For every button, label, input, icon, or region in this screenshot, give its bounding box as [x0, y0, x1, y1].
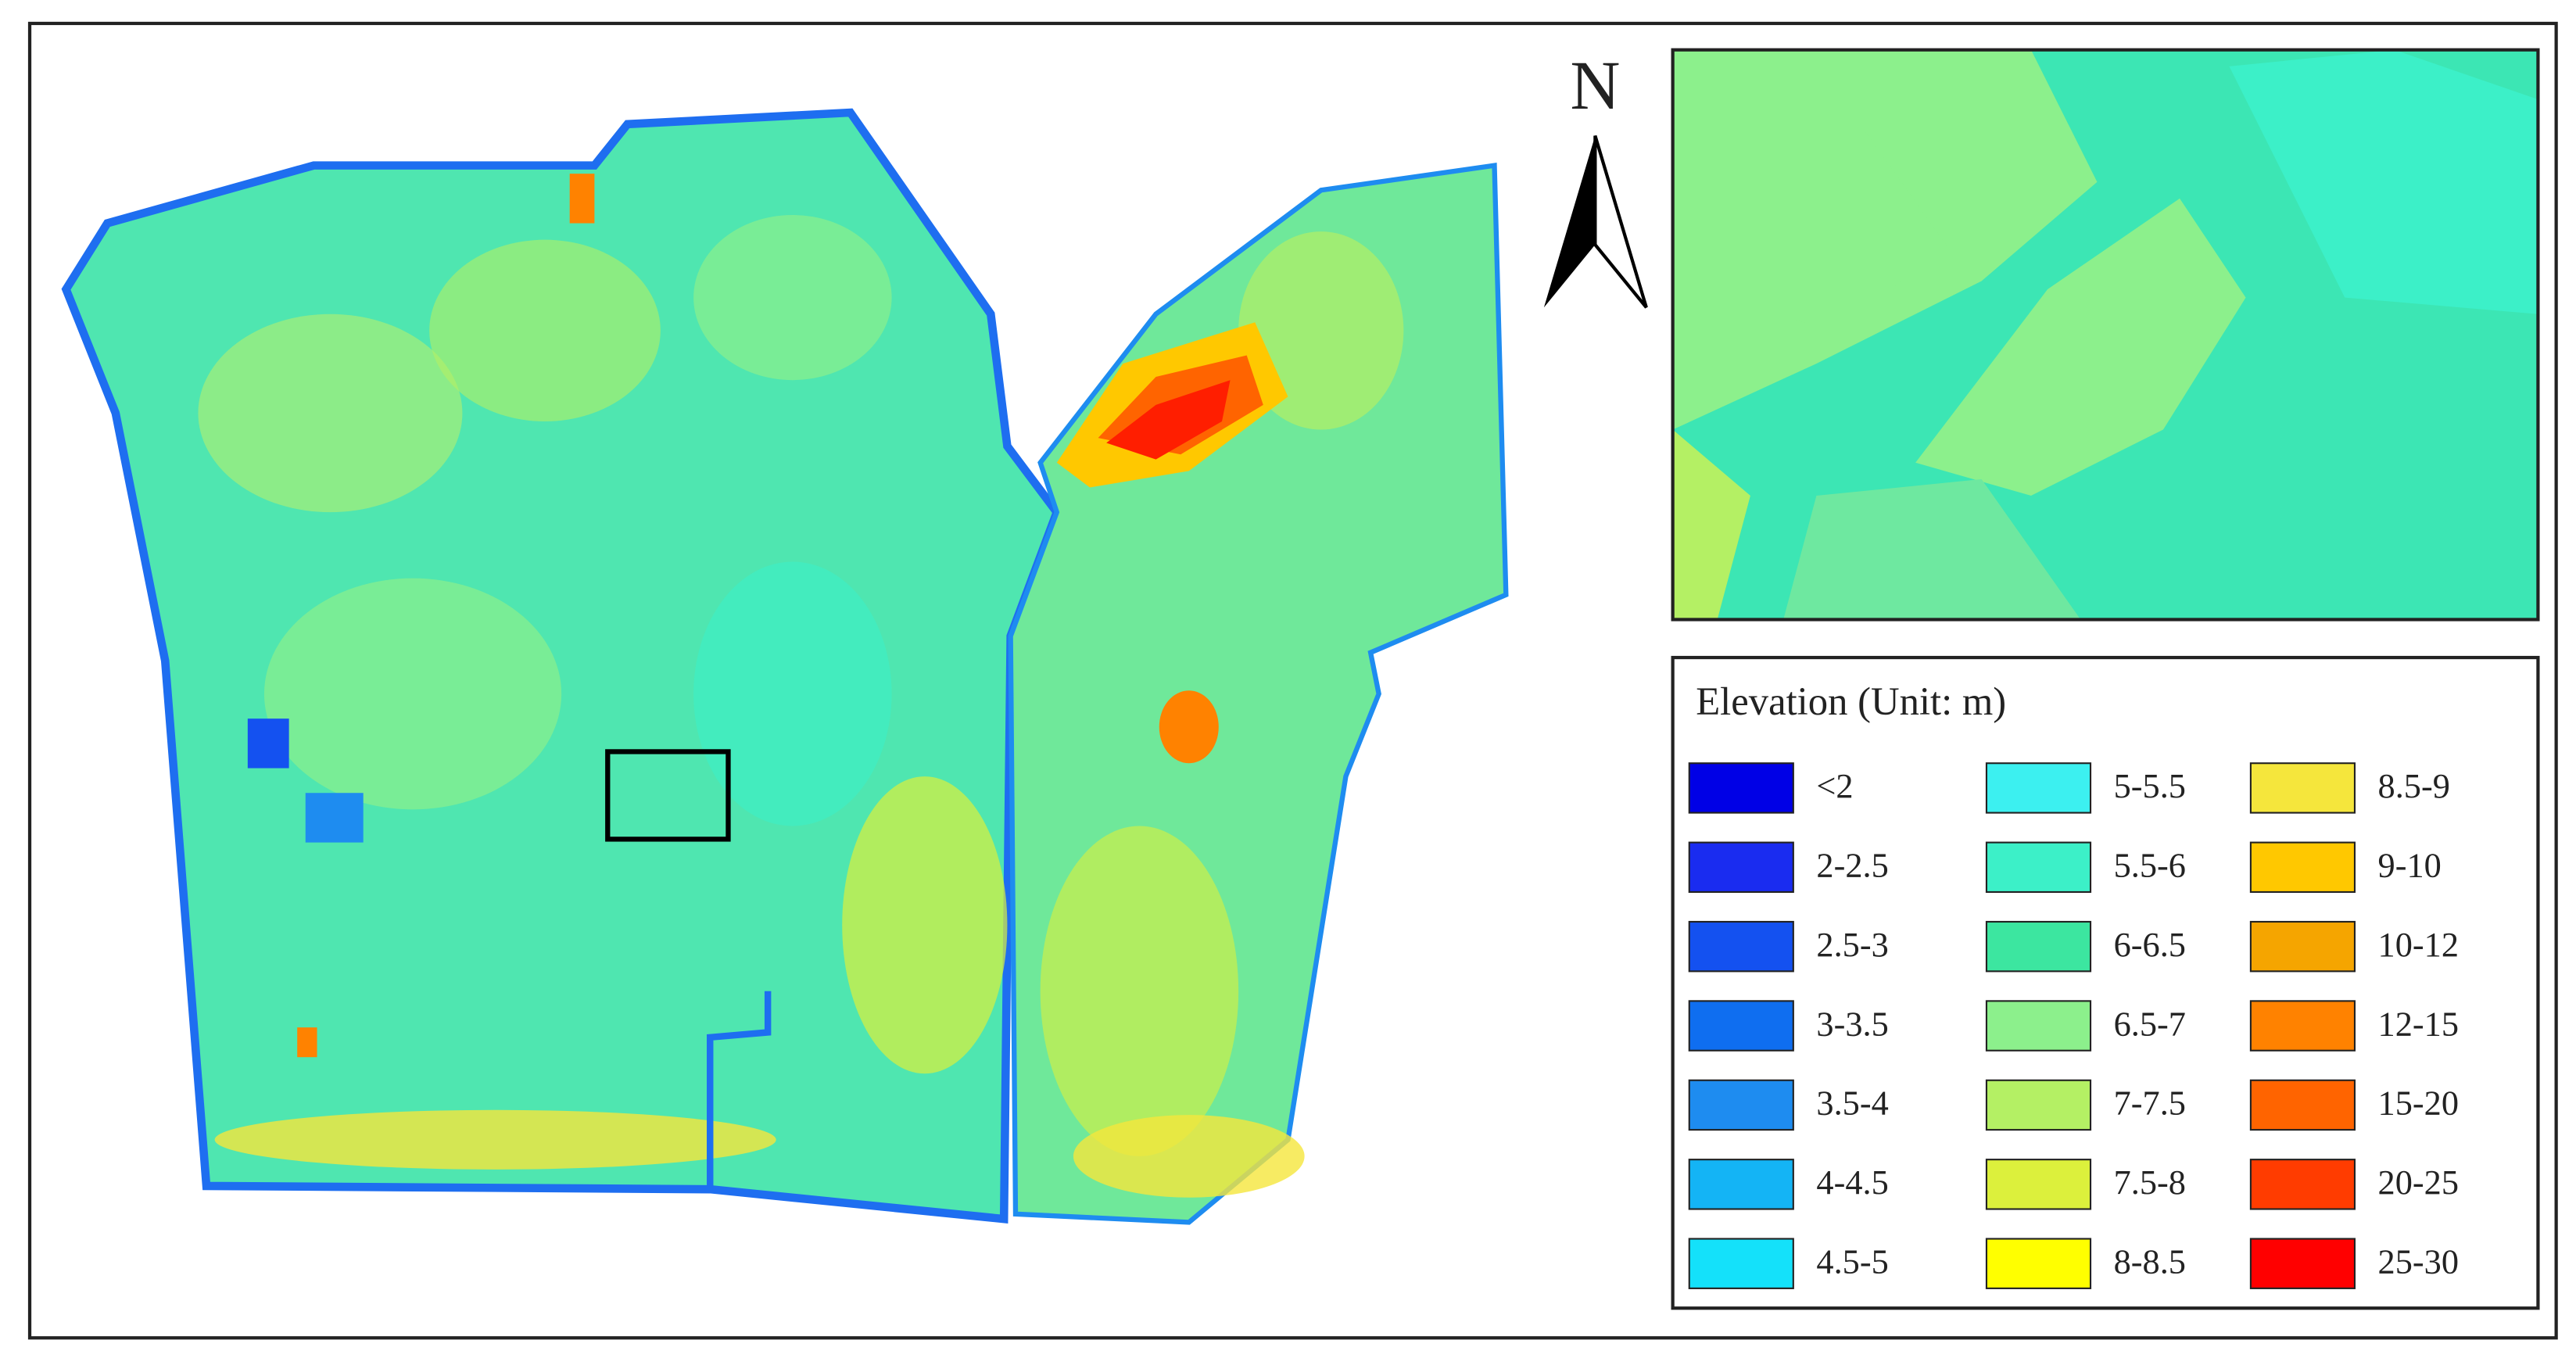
legend-swatch	[1985, 762, 2092, 814]
legend-label: 15-20	[2378, 1084, 2459, 1123]
legend-label: <2	[1816, 766, 1853, 805]
legend-swatch	[1688, 1000, 1794, 1052]
legend-label: 9-10	[2378, 846, 2442, 885]
legend-label: 8.5-9	[2378, 766, 2450, 805]
legend-label: 5.5-6	[2114, 846, 2186, 885]
north-label: N	[1570, 48, 1620, 124]
legend-label: 6.5-7	[2114, 1004, 2186, 1043]
legend-swatch	[1985, 841, 2092, 894]
inset-map	[1671, 48, 2540, 622]
legend-label: 4-4.5	[1816, 1163, 1888, 1202]
legend-swatch	[2249, 1079, 2356, 1131]
legend-label: 12-15	[2378, 1004, 2459, 1043]
legend-swatch	[1688, 1238, 1794, 1289]
legend-label: 6-6.5	[2114, 925, 2186, 964]
legend-swatch	[1688, 841, 1794, 894]
legend-label: 7-7.5	[2114, 1084, 2186, 1123]
legend-swatch	[2249, 841, 2356, 894]
legend-label: 25-30	[2378, 1242, 2459, 1281]
legend-swatch	[1688, 762, 1794, 814]
legend-swatch	[2249, 1000, 2356, 1052]
north-arrow: N	[1543, 48, 1648, 309]
legend-swatch	[2249, 1238, 2356, 1289]
legend-title: Elevation (Unit: m)	[1696, 679, 2006, 723]
legend-swatch	[2249, 920, 2356, 973]
legend-label: 5-5.5	[2114, 766, 2186, 805]
legend-label: 3-3.5	[1816, 1004, 1888, 1043]
legend-label: 10-12	[2378, 925, 2459, 964]
elevation-map	[61, 108, 1509, 1225]
legend-swatch	[2249, 762, 2356, 814]
inset-marker	[605, 749, 731, 842]
legend-swatch	[1688, 920, 1794, 973]
legend-swatch	[1985, 1159, 2092, 1210]
legend-label: 20-25	[2378, 1163, 2459, 1202]
legend-swatch	[1688, 1079, 1794, 1131]
legend-label: 8-8.5	[2114, 1242, 2186, 1281]
legend-swatch	[1985, 1079, 2092, 1131]
legend-swatch	[1688, 1159, 1794, 1210]
legend-swatch	[1985, 920, 2092, 973]
legend-label: 2-2.5	[1816, 846, 1888, 885]
legend: Elevation (Unit: m) <2 2-2.5 2.5-3 3-3.5 3.5…	[1671, 655, 2540, 1310]
legend-swatch	[1985, 1000, 2092, 1052]
legend-label: 4.5-5	[1816, 1242, 1888, 1281]
legend-swatch	[2249, 1159, 2356, 1210]
legend-label: 2.5-3	[1816, 925, 1888, 964]
legend-label: 7.5-8	[2114, 1163, 2186, 1202]
legend-label: 3.5-4	[1816, 1084, 1888, 1123]
legend-swatch	[1985, 1238, 2092, 1289]
